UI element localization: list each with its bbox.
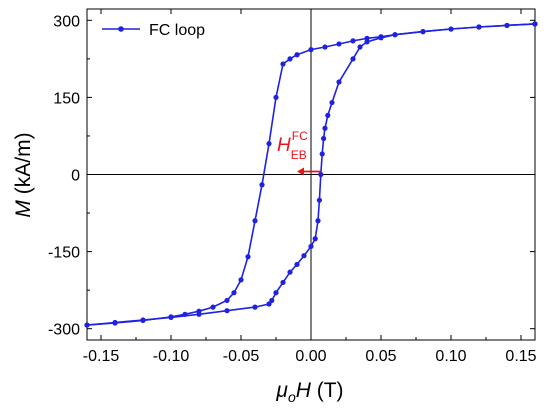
data-point: [259, 182, 265, 188]
data-point: [266, 301, 272, 307]
data-point: [269, 297, 275, 304]
y-tick-label: 300: [53, 13, 80, 30]
data-point: [315, 218, 321, 224]
data-point: [336, 79, 342, 85]
data-point: [378, 35, 384, 41]
exchange-bias-annotation: HEBFC: [277, 129, 321, 176]
x-tick-label: -0.05: [223, 348, 260, 365]
data-point: [238, 277, 244, 283]
data-point: [266, 141, 272, 147]
y-tick-label: 0: [71, 168, 80, 185]
data-point: [287, 269, 293, 275]
data-point: [196, 311, 202, 317]
y-tick-label: 150: [53, 90, 80, 107]
data-point: [312, 236, 318, 242]
x-tick-label: 0.15: [505, 348, 536, 365]
legend-marker: [118, 26, 124, 32]
data-point: [273, 94, 279, 101]
data-point: [280, 279, 286, 286]
data-point: [301, 253, 307, 259]
data-point: [112, 319, 118, 326]
data-point: [308, 47, 314, 53]
data-point: [329, 99, 335, 106]
data-point: [308, 243, 314, 250]
x-tick-label: -0.10: [153, 348, 190, 365]
y-tick-label: -300: [48, 322, 80, 339]
data-point: [224, 297, 230, 304]
data-point: [336, 41, 342, 47]
y-tick-label: -150: [48, 245, 80, 262]
data-point: [350, 38, 356, 44]
data-point: [224, 308, 230, 314]
legend-label: FC loop: [149, 22, 205, 39]
data-point: [322, 125, 328, 131]
data-point: [287, 56, 293, 62]
data-point: [321, 135, 327, 142]
data-point: [294, 52, 300, 58]
data-point: [325, 112, 331, 118]
data-point: [357, 44, 363, 50]
data-point: [504, 22, 510, 29]
data-point: [318, 171, 324, 178]
x-tick-label: 0.00: [295, 348, 326, 365]
data-point: [448, 26, 454, 32]
data-point: [392, 32, 398, 38]
series-layer: [84, 21, 538, 328]
data-point: [294, 261, 300, 268]
data-point: [210, 304, 216, 310]
annotation-label: HEBFC: [277, 129, 308, 162]
data-point: [273, 290, 279, 296]
data-point: [532, 21, 538, 27]
data-point: [252, 218, 258, 224]
data-point: [231, 290, 237, 296]
data-point: [168, 314, 174, 320]
legend: FC loop: [102, 22, 205, 39]
data-point: [364, 35, 370, 41]
zero-lines: [87, 9, 535, 340]
data-point: [280, 61, 286, 67]
x-axis-title: μoH (T): [275, 379, 343, 405]
annotation-arrowhead: [297, 167, 304, 176]
data-point: [476, 24, 482, 30]
data-point: [319, 151, 325, 157]
data-point: [350, 56, 356, 62]
y-axis-title: M (kA/m): [12, 132, 35, 217]
data-point: [364, 39, 370, 45]
data-point: [316, 197, 322, 203]
data-point: [252, 304, 258, 310]
data-point: [322, 44, 328, 50]
x-tick-label: 0.10: [435, 348, 466, 365]
data-point: [420, 29, 426, 35]
data-point: [245, 254, 251, 260]
data-point: [84, 322, 90, 328]
x-tick-label: -0.15: [83, 348, 120, 365]
data-point: [140, 317, 146, 323]
x-tick-label: 0.05: [365, 348, 396, 365]
axis-ticks: -0.15 -0.10 -0.05 0.00 0.05 0.10 0.15 -300 -150 0…: [48, 9, 537, 365]
